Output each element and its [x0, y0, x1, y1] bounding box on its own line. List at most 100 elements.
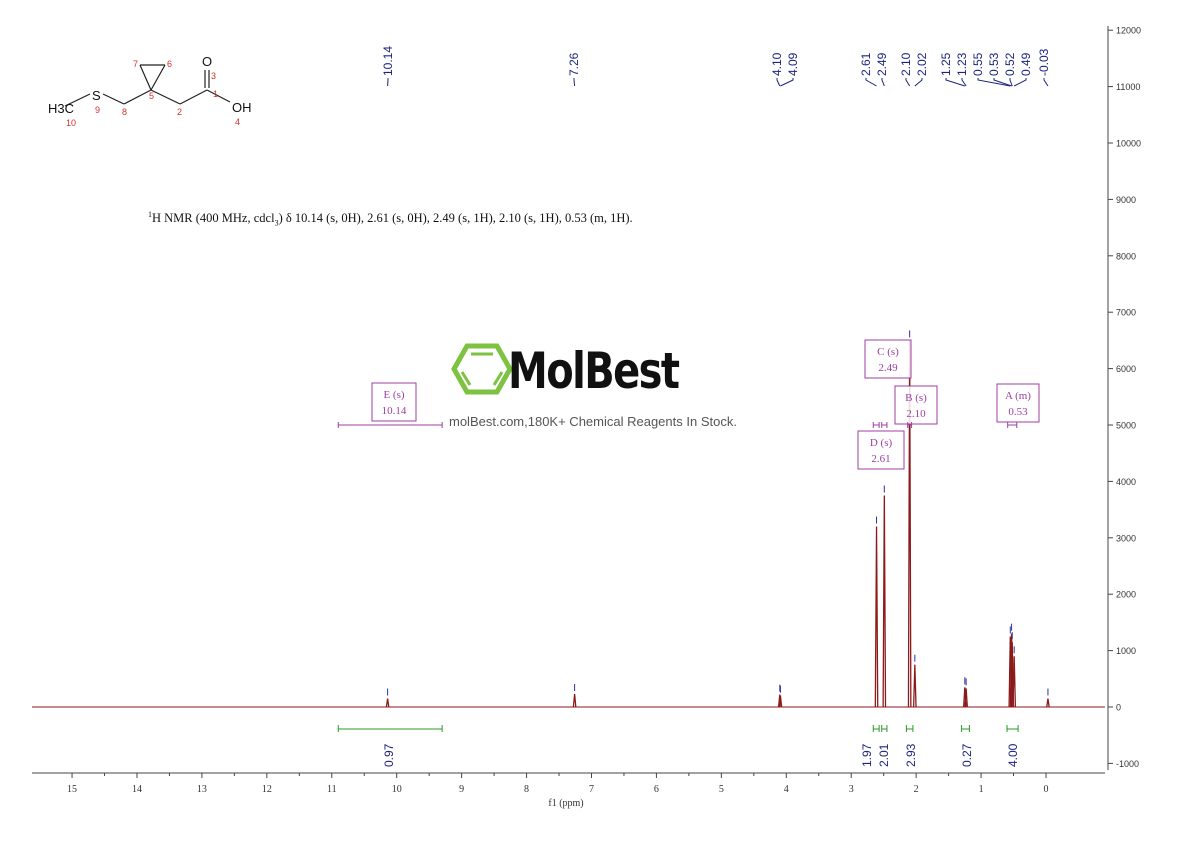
atom-number: 7 — [133, 59, 138, 69]
multiplet-range — [1007, 422, 1018, 428]
integral-value: 1.97 — [860, 743, 874, 767]
chemical-structure: H3C S O OH 10 9 8 5 7 6 2 1 3 4 — [48, 54, 252, 128]
spectrum-peak — [572, 693, 577, 708]
integral-value: 2.01 — [877, 743, 891, 767]
atom-number: 3 — [211, 71, 216, 81]
peak-shift-label: 1.25 — [939, 52, 953, 76]
x-tick-label: 15 — [67, 784, 77, 795]
multiplet-box — [894, 385, 938, 425]
peak-label-leader — [780, 78, 794, 87]
multiplet-shift: 10.14 — [382, 405, 407, 417]
peak-label-leader — [914, 78, 923, 87]
atom-number: 9 — [95, 105, 100, 115]
atom-number: 2 — [177, 107, 182, 117]
peak-shift-label: 1.23 — [955, 52, 969, 76]
multiplet-shift: 2.61 — [871, 453, 890, 465]
multiplet-shift: 2.10 — [906, 408, 926, 420]
y-tick-label: 4000 — [1116, 477, 1136, 487]
x-tick-label: 14 — [132, 784, 142, 795]
multiplet-name: C (s) — [877, 346, 899, 358]
integral-value: 0.97 — [382, 743, 396, 767]
peak-shift-label: 7.26 — [567, 52, 581, 76]
peak-label-leader — [905, 78, 911, 87]
y-tick-label: 0 — [1116, 703, 1121, 713]
peak-shift-label: 4.10 — [770, 52, 784, 76]
spectrum-peak — [874, 526, 879, 708]
x-tick-label: 2 — [914, 784, 919, 795]
multiplet-name: D (s) — [870, 437, 893, 449]
multiplet-range — [881, 422, 888, 428]
y-tick-label: 1000 — [1116, 646, 1136, 656]
bond — [102, 93, 125, 105]
y-tick-label: 2000 — [1116, 590, 1136, 600]
peak-label-leader — [573, 78, 576, 87]
multiplet-box — [857, 430, 905, 470]
y-tick-label: 6000 — [1116, 364, 1136, 374]
x-tick-label: 5 — [719, 784, 724, 795]
atom-number: 4 — [235, 117, 240, 127]
multiplet-name: E (s) — [383, 389, 404, 401]
x-tick-label: 7 — [589, 784, 594, 795]
peak-shift-label: 0.53 — [987, 52, 1001, 76]
peak-shift-label: 2.02 — [915, 52, 929, 76]
atom-h3c: H3C — [48, 101, 74, 116]
multiplet-range — [907, 422, 913, 428]
y-tick-label: 3000 — [1116, 533, 1136, 543]
nmr-description: 1H NMR (400 MHz, cdcl3) δ 10.14 (s, 0H),… — [148, 210, 633, 228]
integral-bracket — [881, 725, 888, 732]
x-axis-label: f1 (ppm) — [548, 798, 583, 809]
integral-bracket — [1006, 725, 1019, 732]
peak-label-leader — [865, 78, 877, 87]
multiplet-name: B (s) — [905, 392, 927, 404]
integral-value: 0.27 — [960, 743, 974, 767]
bond — [150, 89, 181, 105]
multiplet-shift: 0.53 — [1008, 406, 1028, 418]
bond — [123, 89, 152, 105]
watermark-name: MolBest — [508, 342, 680, 400]
multiplet-shift: 2.49 — [878, 362, 898, 374]
peak-shift-label: 2.49 — [875, 52, 889, 76]
spectrum-peak — [882, 495, 887, 708]
multiplet-box — [371, 382, 417, 422]
x-tick-label: 0 — [1044, 784, 1049, 795]
y-tick-label: 11000 — [1116, 82, 1140, 92]
x-tick-label: 9 — [459, 784, 464, 795]
spectrum-peak — [964, 688, 968, 708]
multiplet-box — [996, 383, 1040, 423]
x-tick-label: 4 — [784, 784, 789, 795]
x-tick-label: 3 — [849, 784, 854, 795]
bond — [150, 64, 166, 91]
spectrum-peak — [778, 695, 783, 708]
bond — [139, 64, 152, 91]
peak-shift-label: 0.55 — [971, 52, 985, 76]
integral-bracket — [905, 725, 914, 732]
integral-bracket — [337, 725, 443, 732]
x-tick-label: 8 — [524, 784, 529, 795]
y-tick-label: 12000 — [1116, 26, 1141, 36]
formula-superscript: 1 — [148, 210, 152, 219]
peak-shift-label: 0.52 — [1003, 52, 1017, 76]
peak-label-leader — [1043, 78, 1049, 87]
bond — [179, 89, 208, 105]
peak-shift-label: 2.61 — [859, 52, 873, 76]
peak-shift-label: 2.10 — [899, 52, 913, 76]
peak-label-leader — [881, 78, 885, 87]
atom-s: S — [92, 88, 101, 103]
y-tick-label: 7000 — [1116, 308, 1136, 318]
peak-shift-label: -0.03 — [1037, 48, 1051, 76]
atom-number: 1 — [213, 89, 218, 99]
peak-label-leader — [977, 78, 1011, 87]
watermark-tagline: molBest.com,180K+ Chemical Reagents In S… — [449, 414, 737, 429]
multiplet-range — [337, 422, 443, 428]
x-tick-label: 6 — [654, 784, 659, 795]
y-tick-label: 8000 — [1116, 251, 1136, 261]
y-tick-label: 5000 — [1116, 421, 1136, 431]
formula-subscript: 3 — [274, 218, 279, 228]
integral-bracket — [961, 725, 970, 732]
spectrum-peak — [1012, 656, 1017, 708]
atom-number: 6 — [167, 59, 172, 69]
integral-bracket — [872, 725, 880, 732]
formula-text-a: H NMR (400 MHz, cdcl — [152, 211, 275, 226]
peak-shift-label: 0.49 — [1019, 52, 1033, 76]
peak-label-leader — [961, 78, 967, 87]
